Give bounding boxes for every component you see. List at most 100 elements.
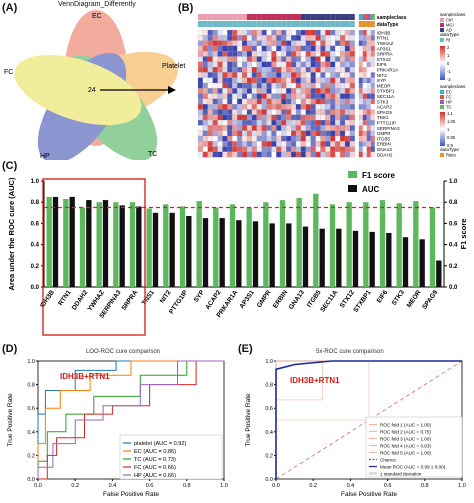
heatmap-cell <box>310 141 316 147</box>
ratio-cell <box>362 40 367 46</box>
annotation-cell-datatype <box>261 21 267 27</box>
heatmap-cell <box>237 125 243 131</box>
bar-f1 <box>346 202 352 287</box>
heatmap-cell <box>330 40 336 46</box>
heatmap-cell <box>237 29 243 36</box>
heatmap-cell <box>310 125 316 131</box>
heatmap-cell <box>217 67 223 73</box>
heatmap-cell <box>202 114 208 121</box>
heatmap-cell <box>246 125 252 131</box>
heatmap-cell <box>246 35 252 41</box>
heatmap-cell <box>276 88 282 94</box>
heatmap-cell <box>266 67 272 73</box>
heatmap-cell <box>295 77 301 84</box>
heatmap-cell <box>349 45 355 52</box>
heatmap-cell <box>295 61 301 68</box>
heatmap-cell <box>295 35 301 41</box>
heatmap-cell <box>344 35 350 41</box>
heatmap-cell <box>227 72 233 78</box>
ratio-cell <box>358 130 363 136</box>
heatmap-cell <box>222 93 228 99</box>
heatmap-cell <box>320 98 326 105</box>
x-axis-label: False Positive Rate <box>103 491 159 498</box>
heatmap-cell <box>330 104 336 110</box>
heatmap-cell <box>202 104 208 110</box>
annotation-cell-sampleclass <box>296 14 301 20</box>
heatmap-cell <box>232 77 238 84</box>
heatmap-row-label: AP3S1 <box>377 46 392 51</box>
heatmap-cell <box>266 82 272 89</box>
heatmap-cell <box>310 93 316 99</box>
heatmap-cell <box>227 77 233 84</box>
heatmap-cell <box>256 45 262 52</box>
ratio-cell <box>370 98 375 105</box>
heatmap-cell <box>340 56 346 62</box>
heatmap-cell <box>212 93 218 99</box>
bar-f1 <box>396 203 402 287</box>
y-tick-label: 0.4 <box>265 430 273 436</box>
heatmap-cell <box>232 56 238 62</box>
heatmap-cell <box>330 141 336 147</box>
heatmap-cell <box>330 135 336 142</box>
heatmap-cell <box>261 40 267 46</box>
heatmap-cell <box>300 146 306 152</box>
annotation-cell-datatype <box>315 21 321 27</box>
heatmap-cell <box>227 35 233 41</box>
heatmap-cell <box>246 72 252 78</box>
annotation-cell-datatype <box>227 21 233 27</box>
heatmap-cell <box>305 88 311 94</box>
heatmap-cell <box>227 151 233 158</box>
heatmap-cell <box>300 51 306 57</box>
ratio-cell <box>366 114 371 121</box>
heatmap-cell <box>291 125 297 131</box>
ratio-cell <box>358 136 363 142</box>
heatmap-cell <box>202 146 208 152</box>
heatmap-cell <box>330 72 336 78</box>
annotation-cell-sampleclass <box>281 14 287 20</box>
heatmap-cell <box>251 72 257 78</box>
heatmap-cell <box>310 72 316 78</box>
heatmap-cell <box>232 45 238 52</box>
heatmap-cell <box>335 93 341 99</box>
venn-title: VennDiagram_Differently <box>58 1 136 8</box>
highlight-label: IDH3B+RTN1 <box>60 372 110 381</box>
heatmap-cell <box>300 88 306 94</box>
heatmap-cell <box>344 98 350 105</box>
bar-auc <box>219 218 225 287</box>
ratio-cell <box>362 141 367 147</box>
heatmap-cell <box>222 29 228 36</box>
heatmap-cell <box>242 40 248 46</box>
heatmap-cell <box>261 98 267 105</box>
heatmap-cell <box>227 146 233 152</box>
heatmap-cell <box>291 77 297 84</box>
heatmap-cell <box>251 135 257 142</box>
heatmap-cell <box>197 45 203 52</box>
heatmap-cell <box>197 77 203 84</box>
heatmap-cell <box>246 29 252 36</box>
heatmap-cell <box>320 130 326 137</box>
y2-axis-label: F1 score <box>459 219 468 250</box>
ratio-cell <box>366 56 371 62</box>
heatmap-cell <box>227 130 233 137</box>
heatmap-cell <box>242 151 248 158</box>
ratio-cell <box>366 72 371 78</box>
heatmap-cell <box>237 88 243 94</box>
y2-tick-label: 0.2 <box>449 264 458 270</box>
heatmap-cell <box>246 61 252 68</box>
heatmap-cell <box>246 88 252 94</box>
heatmap-row-label: PTTG1IP <box>377 121 396 126</box>
heatmap-cell <box>325 109 331 115</box>
heatmap-cell <box>349 77 355 84</box>
heatmap-cell <box>320 125 326 131</box>
heatmap-row-label: DDAH2 <box>377 152 393 157</box>
heatmap-cell <box>256 67 262 73</box>
ratio-cell <box>366 30 371 36</box>
bar-f1 <box>263 202 269 287</box>
ratio-cell <box>366 67 371 73</box>
heatmap-cell <box>349 51 355 57</box>
ratio-cell <box>366 98 371 105</box>
heatmap-cell <box>256 72 262 78</box>
heatmap-cell <box>207 40 213 46</box>
heatmap-cell <box>335 104 341 110</box>
heatmap-cell <box>261 77 267 84</box>
